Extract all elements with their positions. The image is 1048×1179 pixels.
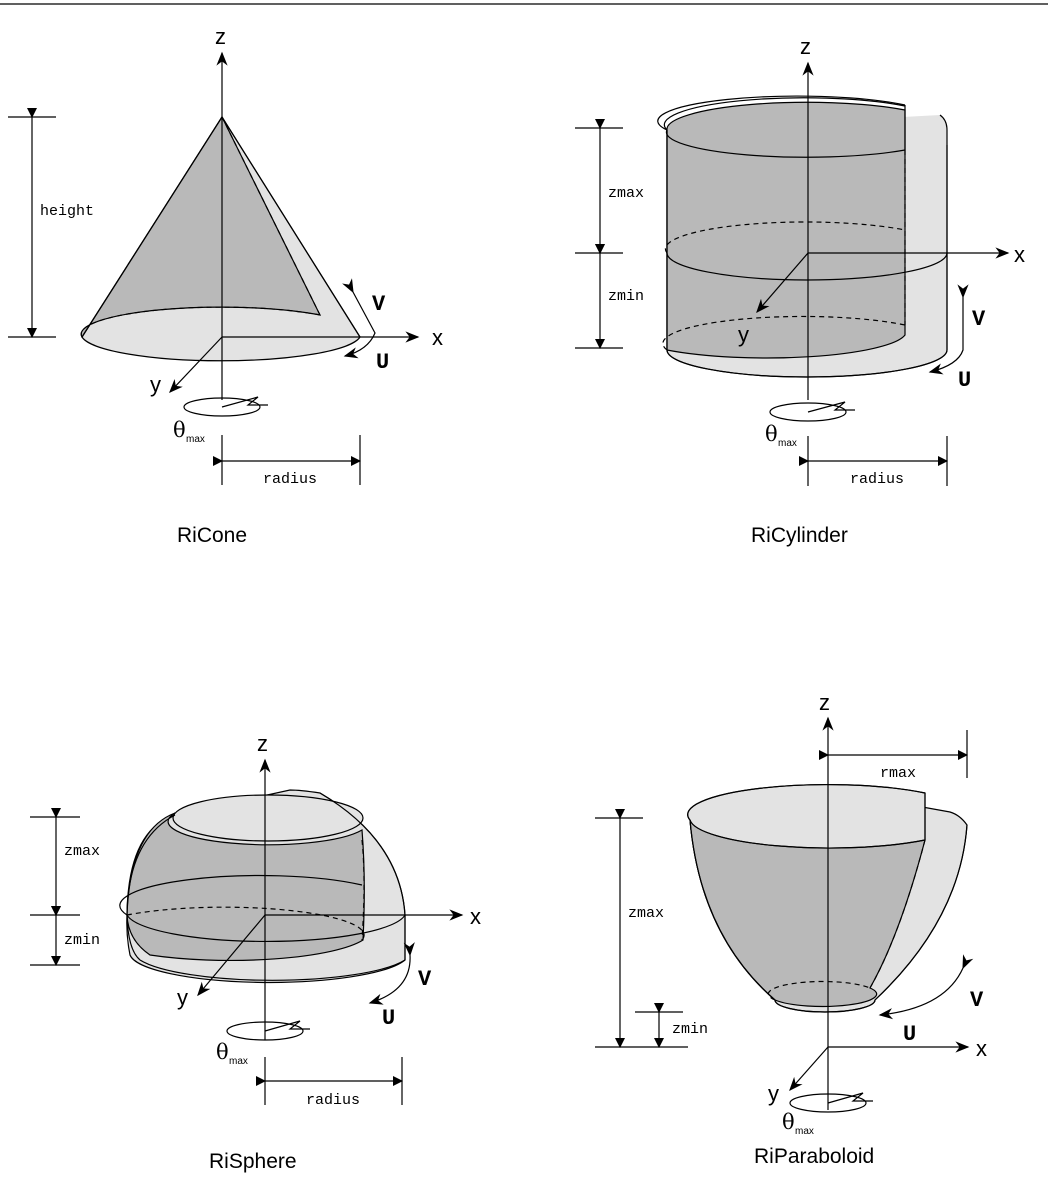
paraboloid-rmax-label: rmax — [880, 765, 916, 782]
paraboloid-v-label: V — [970, 988, 984, 1013]
cone-y-label: y — [150, 372, 161, 397]
sphere-theta-sub: max — [229, 1056, 248, 1067]
cone-u-label: U — [376, 350, 389, 375]
sphere-z-label: z — [257, 731, 268, 756]
cone-figure: z x y V U height θ max radius RiCone — [8, 24, 443, 547]
paraboloid-figure: z x y V U zmax zmin rmax θ max RiParabol… — [595, 690, 987, 1168]
cone-height-label: height — [40, 203, 94, 220]
cylinder-radius-label: radius — [850, 471, 904, 488]
cylinder-v-label: V — [972, 307, 986, 332]
cylinder-caption: RiCylinder — [751, 524, 848, 547]
paraboloid-y-label: y — [768, 1081, 779, 1106]
cone-v-label: V — [372, 292, 386, 317]
cone-z-label: z — [215, 24, 226, 49]
cylinder-theta-sub: max — [778, 438, 797, 449]
paraboloid-z-label: z — [819, 690, 830, 715]
sphere-zmin-label: zmin — [64, 932, 100, 949]
paraboloid-theta-sub: max — [795, 1126, 814, 1137]
paraboloid-zmax-label: zmax — [628, 905, 664, 922]
cylinder-theta-label: θ — [765, 422, 778, 446]
sphere-caption: RiSphere — [209, 1150, 297, 1173]
cylinder-y-label: y — [738, 322, 749, 347]
paraboloid-zmin-label: zmin — [672, 1021, 708, 1038]
paraboloid-y-axis — [790, 1047, 828, 1090]
sphere-u-label: U — [382, 1006, 395, 1031]
cylinder-x-label: x — [1014, 242, 1025, 267]
cylinder-figure: z x y V U zmax zmin θ max radius RiCylin… — [575, 34, 1025, 547]
paraboloid-theta-label: θ — [782, 1110, 795, 1134]
paraboloid-x-label: x — [976, 1036, 987, 1061]
cylinder-z-label: z — [800, 34, 811, 59]
cone-theta-label: θ — [173, 418, 186, 442]
sphere-figure: z x y V U zmax zmin θ max radius RiSpher… — [30, 731, 481, 1173]
paraboloid-u-label: U — [903, 1022, 916, 1047]
sphere-x-label: x — [470, 904, 481, 929]
sphere-v-label: V — [418, 967, 432, 992]
cylinder-zmax-label: zmax — [608, 185, 644, 202]
cylinder-zmin-label: zmin — [608, 288, 644, 305]
cone-theta-sub: max — [186, 434, 205, 445]
sphere-zmax-label: zmax — [64, 843, 100, 860]
paraboloid-caption: RiParaboloid — [754, 1145, 874, 1168]
cone-x-label: x — [432, 325, 443, 350]
cone-radius-label: radius — [263, 471, 317, 488]
sphere-radius-label: radius — [306, 1092, 360, 1109]
sphere-theta-label: θ — [216, 1040, 229, 1064]
sphere-y-label: y — [177, 985, 188, 1010]
cylinder-u-label: U — [958, 368, 971, 393]
cone-caption: RiCone — [177, 524, 247, 547]
